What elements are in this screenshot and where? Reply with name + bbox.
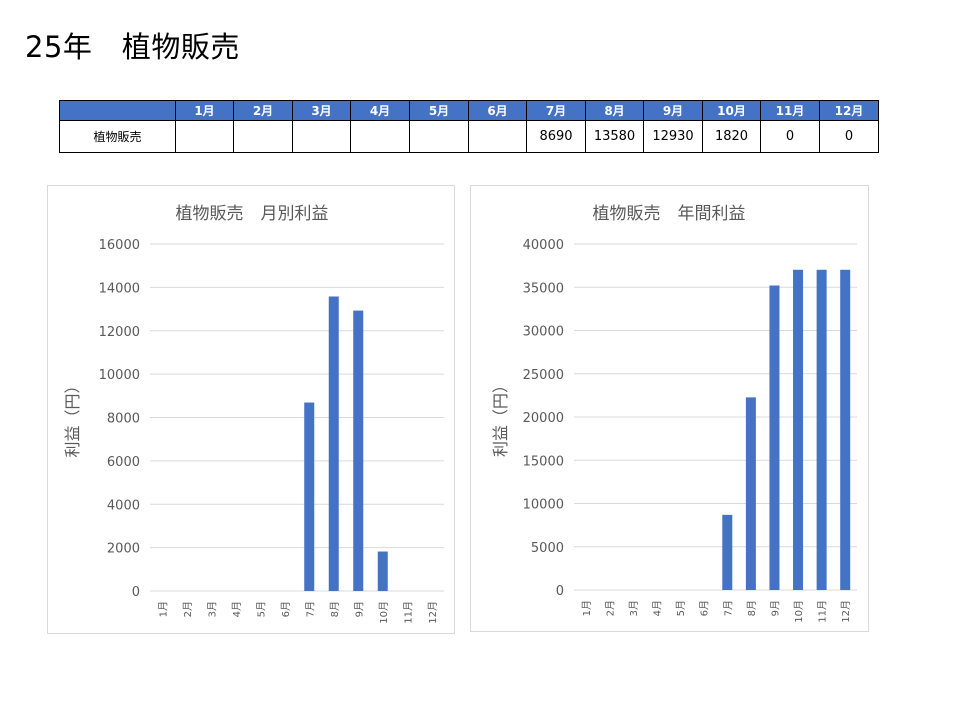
x-tick-label: 10月	[378, 601, 390, 624]
table-cell: 13580	[585, 120, 644, 153]
table-cell	[175, 120, 234, 153]
x-tick-label: 10月	[793, 600, 805, 623]
y-axis-label: 利益（円）	[63, 377, 82, 457]
x-tick-label: 12月	[427, 601, 439, 624]
month-header: 11月	[760, 100, 820, 121]
month-header: 8月	[585, 100, 644, 121]
table-cell: 0	[819, 120, 879, 153]
bar	[840, 269, 851, 590]
table-cell	[409, 120, 469, 153]
x-tick-label: 6月	[699, 600, 711, 616]
x-tick-label: 2月	[182, 601, 194, 617]
month-header: 2月	[233, 100, 293, 121]
y-tick-label: 10000	[99, 368, 140, 383]
annual-profit-chart-panel: 植物販売 年間利益 0 5000 10000 15000 20000 25000 30000 3…	[470, 185, 869, 632]
bar	[769, 285, 780, 590]
bar	[722, 514, 733, 590]
chart-title: 植物販売 年間利益	[593, 204, 746, 224]
y-tick-label: 35000	[523, 281, 564, 296]
y-tick-label: 2000	[107, 542, 140, 557]
x-tick-label: 4月	[652, 600, 664, 616]
row-label: 植物販売	[59, 120, 176, 153]
y-tick-label: 5000	[531, 541, 564, 556]
x-tick-label: 3月	[628, 600, 640, 616]
bar	[816, 269, 827, 590]
x-tick-label: 9月	[353, 601, 365, 617]
table-header-row: 1月 2月 3月 4月 5月 6月 7月 8月 9月 10月 11月 12月	[59, 100, 879, 121]
month-header: 12月	[819, 100, 879, 121]
month-header: 4月	[350, 100, 410, 121]
table-cell	[468, 120, 527, 153]
y-tick-label: 20000	[523, 411, 564, 426]
y-tick-label: 40000	[523, 238, 564, 253]
month-header: 10月	[702, 100, 761, 121]
table-corner-cell	[59, 100, 176, 121]
x-tick-label: 9月	[769, 600, 781, 616]
table-cell: 12930	[643, 120, 703, 153]
chart-title: 植物販売 月別利益	[176, 204, 329, 224]
x-tick-label: 5月	[675, 600, 687, 616]
x-tick-label: 8月	[746, 600, 758, 616]
x-tick-label: 3月	[206, 601, 218, 617]
x-tick-label: 8月	[329, 601, 341, 617]
table-cell	[233, 120, 293, 153]
x-tick-label: 5月	[255, 601, 267, 617]
monthly-profit-chart: 植物販売 月別利益 0 2000 4000 6000 8000 10000 12000 1400…	[63, 204, 444, 624]
monthly-profit-chart-panel: 植物販売 月別利益 0 2000 4000 6000 8000 10000 12000 1400…	[47, 185, 455, 634]
y-tick-label: 30000	[523, 325, 564, 340]
table-cell: 0	[760, 120, 820, 153]
y-tick-label: 4000	[107, 498, 140, 513]
y-axis-label: 利益（円）	[491, 377, 510, 457]
x-tick-label: 11月	[817, 600, 829, 623]
x-tick-label: 1月	[581, 600, 593, 616]
page-title: 25年 植物販売	[25, 30, 240, 64]
y-tick-label: 0	[132, 585, 140, 600]
y-tick-label: 6000	[107, 455, 140, 470]
y-tick-label: 25000	[523, 368, 564, 383]
sales-table: 1月 2月 3月 4月 5月 6月 7月 8月 9月 10月 11月 12月 植…	[59, 100, 879, 153]
table-cell	[292, 120, 351, 153]
month-header: 7月	[526, 100, 586, 121]
x-tick-label: 7月	[722, 600, 734, 616]
bar	[353, 310, 364, 591]
x-tick-label: 12月	[840, 600, 852, 623]
y-tick-label: 0	[556, 584, 564, 599]
x-tick-label: 4月	[231, 601, 243, 617]
bar	[328, 296, 339, 591]
month-header: 6月	[468, 100, 527, 121]
bar	[745, 397, 756, 590]
bar	[793, 269, 804, 590]
annual-profit-chart: 植物販売 年間利益 0 5000 10000 15000 20000 25000 30000 3…	[491, 204, 857, 623]
table-row: 植物販売 8690 13580 12930 1820 0 0	[59, 120, 879, 153]
y-tick-label: 12000	[99, 325, 140, 340]
month-header: 1月	[175, 100, 234, 121]
month-header: 3月	[292, 100, 351, 121]
x-tick-label: 7月	[304, 601, 316, 617]
month-header: 5月	[409, 100, 469, 121]
bar	[377, 551, 388, 591]
bar	[304, 402, 315, 591]
table-cell: 8690	[526, 120, 586, 153]
y-tick-label: 14000	[99, 281, 140, 296]
month-header: 9月	[643, 100, 703, 121]
y-tick-label: 8000	[107, 412, 140, 427]
table-cell: 1820	[702, 120, 761, 153]
x-tick-label: 6月	[280, 601, 292, 617]
x-tick-label: 2月	[604, 600, 616, 616]
x-tick-label: 1月	[157, 601, 169, 617]
table-cell	[350, 120, 410, 153]
y-tick-label: 10000	[523, 498, 564, 513]
x-tick-label: 11月	[402, 601, 414, 624]
y-tick-label: 15000	[523, 454, 564, 469]
y-tick-label: 16000	[99, 238, 140, 253]
